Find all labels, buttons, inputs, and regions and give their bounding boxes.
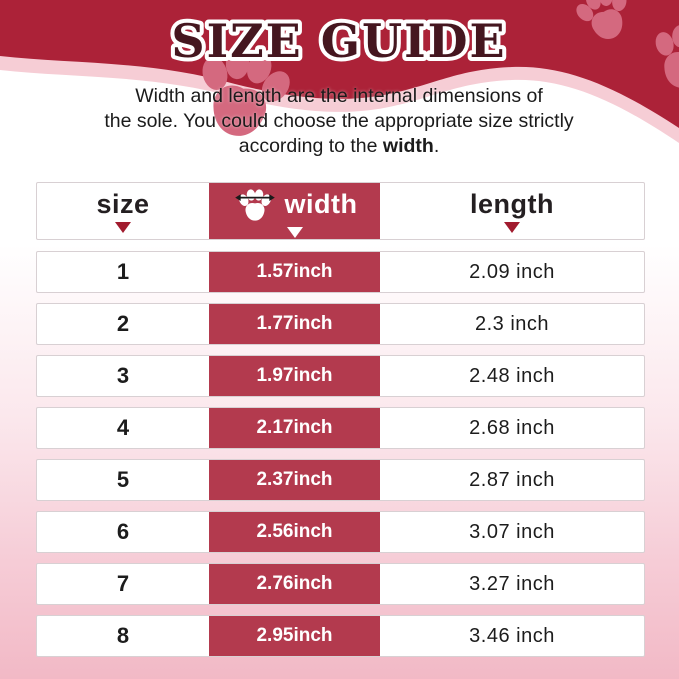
table-row: 4 2.17inch 2.68 inch xyxy=(36,407,645,449)
column-header-size: size xyxy=(37,183,209,239)
header-red-wave xyxy=(0,0,679,128)
width-cell: 1.77inch xyxy=(209,304,380,344)
size-cell: 4 xyxy=(116,415,130,440)
length-cell: 2.09 inch xyxy=(469,260,555,283)
length-cell: 3.46 inch xyxy=(469,624,555,647)
description-text: Width and length are the internal dimens… xyxy=(29,84,649,159)
page-title: SIZE GUIDE xyxy=(171,14,506,68)
table-row: 8 2.95inch 3.46 inch xyxy=(36,615,645,657)
size-cell: 3 xyxy=(116,363,130,388)
paw-width-measure-icon xyxy=(234,185,275,225)
table-row: 2 1.77inch 2.3 inch xyxy=(36,303,645,345)
description-line-2: the sole. You could choose the appropria… xyxy=(104,110,574,132)
table-row: 7 2.76inch 3.27 inch xyxy=(36,563,645,605)
size-cell: 7 xyxy=(116,571,130,596)
width-cell: 1.57inch xyxy=(209,252,380,292)
length-cell: 3.27 inch xyxy=(469,572,555,595)
header-banner: SIZE GUIDE xyxy=(0,0,679,185)
description-line-1: Width and length are the internal dimens… xyxy=(135,85,543,107)
width-cell: 2.56inch xyxy=(209,512,380,552)
length-column-label: length xyxy=(470,189,554,219)
width-column-label: width xyxy=(284,189,358,219)
width-cell: 2.17inch xyxy=(209,408,380,448)
size-cell: 5 xyxy=(116,467,130,492)
triangle-down-icon xyxy=(115,222,131,233)
width-cell: 2.76inch xyxy=(209,564,380,604)
width-cell: 2.95inch xyxy=(209,616,380,656)
table-row: 3 1.97inch 2.48 inch xyxy=(36,355,645,397)
table-header-row: size width length xyxy=(36,182,645,240)
size-cell: 1 xyxy=(116,259,130,284)
size-table: size width length xyxy=(36,182,645,657)
column-header-length: length xyxy=(380,183,644,239)
size-cell: 2 xyxy=(116,311,130,336)
width-cell: 2.37inch xyxy=(209,460,380,500)
size-column-label: size xyxy=(96,189,150,219)
triangle-down-icon xyxy=(286,226,303,238)
length-cell: 2.68 inch xyxy=(469,416,555,439)
length-cell: 3.07 inch xyxy=(469,520,555,543)
table-row: 1 1.57inch 2.09 inch xyxy=(36,251,645,293)
description-line-3: according to the width. xyxy=(238,135,440,157)
column-header-width: width xyxy=(209,183,380,239)
table-rows: 1 1.57inch 2.09 inch 2 1.77inch 2.3 inch… xyxy=(36,251,645,657)
triangle-down-icon xyxy=(504,222,520,233)
width-cell: 1.97inch xyxy=(209,356,380,396)
length-cell: 2.87 inch xyxy=(469,468,555,491)
length-cell: 2.3 inch xyxy=(474,312,550,335)
length-cell: 2.48 inch xyxy=(469,364,555,387)
size-cell: 6 xyxy=(116,519,130,544)
table-row: 5 2.37inch 2.87 inch xyxy=(36,459,645,501)
table-row: 6 2.56inch 3.07 inch xyxy=(36,511,645,553)
size-cell: 8 xyxy=(116,623,130,648)
